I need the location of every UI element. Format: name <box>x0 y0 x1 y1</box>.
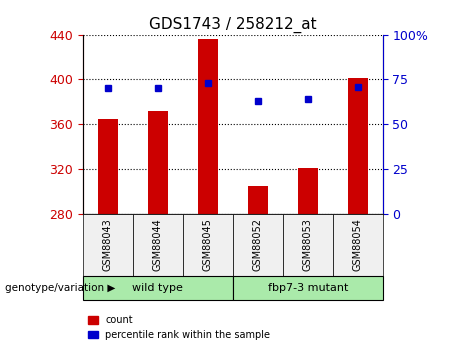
Bar <box>298 168 318 214</box>
Text: genotype/variation ▶: genotype/variation ▶ <box>5 283 115 293</box>
FancyBboxPatch shape <box>83 214 133 276</box>
FancyBboxPatch shape <box>233 276 383 300</box>
Bar <box>98 119 118 214</box>
Title: GDS1743 / 258212_at: GDS1743 / 258212_at <box>149 17 317 33</box>
FancyBboxPatch shape <box>233 214 283 276</box>
Text: GSM88044: GSM88044 <box>153 219 163 271</box>
Text: GSM88045: GSM88045 <box>203 218 213 272</box>
Bar <box>248 186 268 214</box>
FancyBboxPatch shape <box>133 214 183 276</box>
Text: wild type: wild type <box>132 283 183 293</box>
FancyBboxPatch shape <box>283 214 333 276</box>
Text: GSM88054: GSM88054 <box>353 218 363 272</box>
Text: GSM88052: GSM88052 <box>253 218 263 272</box>
Text: fbp7-3 mutant: fbp7-3 mutant <box>267 283 348 293</box>
Bar <box>198 39 218 214</box>
Text: GSM88053: GSM88053 <box>303 218 313 272</box>
FancyBboxPatch shape <box>83 276 233 300</box>
Text: GSM88043: GSM88043 <box>103 219 113 271</box>
Bar <box>148 111 168 214</box>
FancyBboxPatch shape <box>333 214 383 276</box>
Legend: count, percentile rank within the sample: count, percentile rank within the sample <box>88 315 270 340</box>
Bar <box>348 78 367 214</box>
FancyBboxPatch shape <box>183 214 233 276</box>
